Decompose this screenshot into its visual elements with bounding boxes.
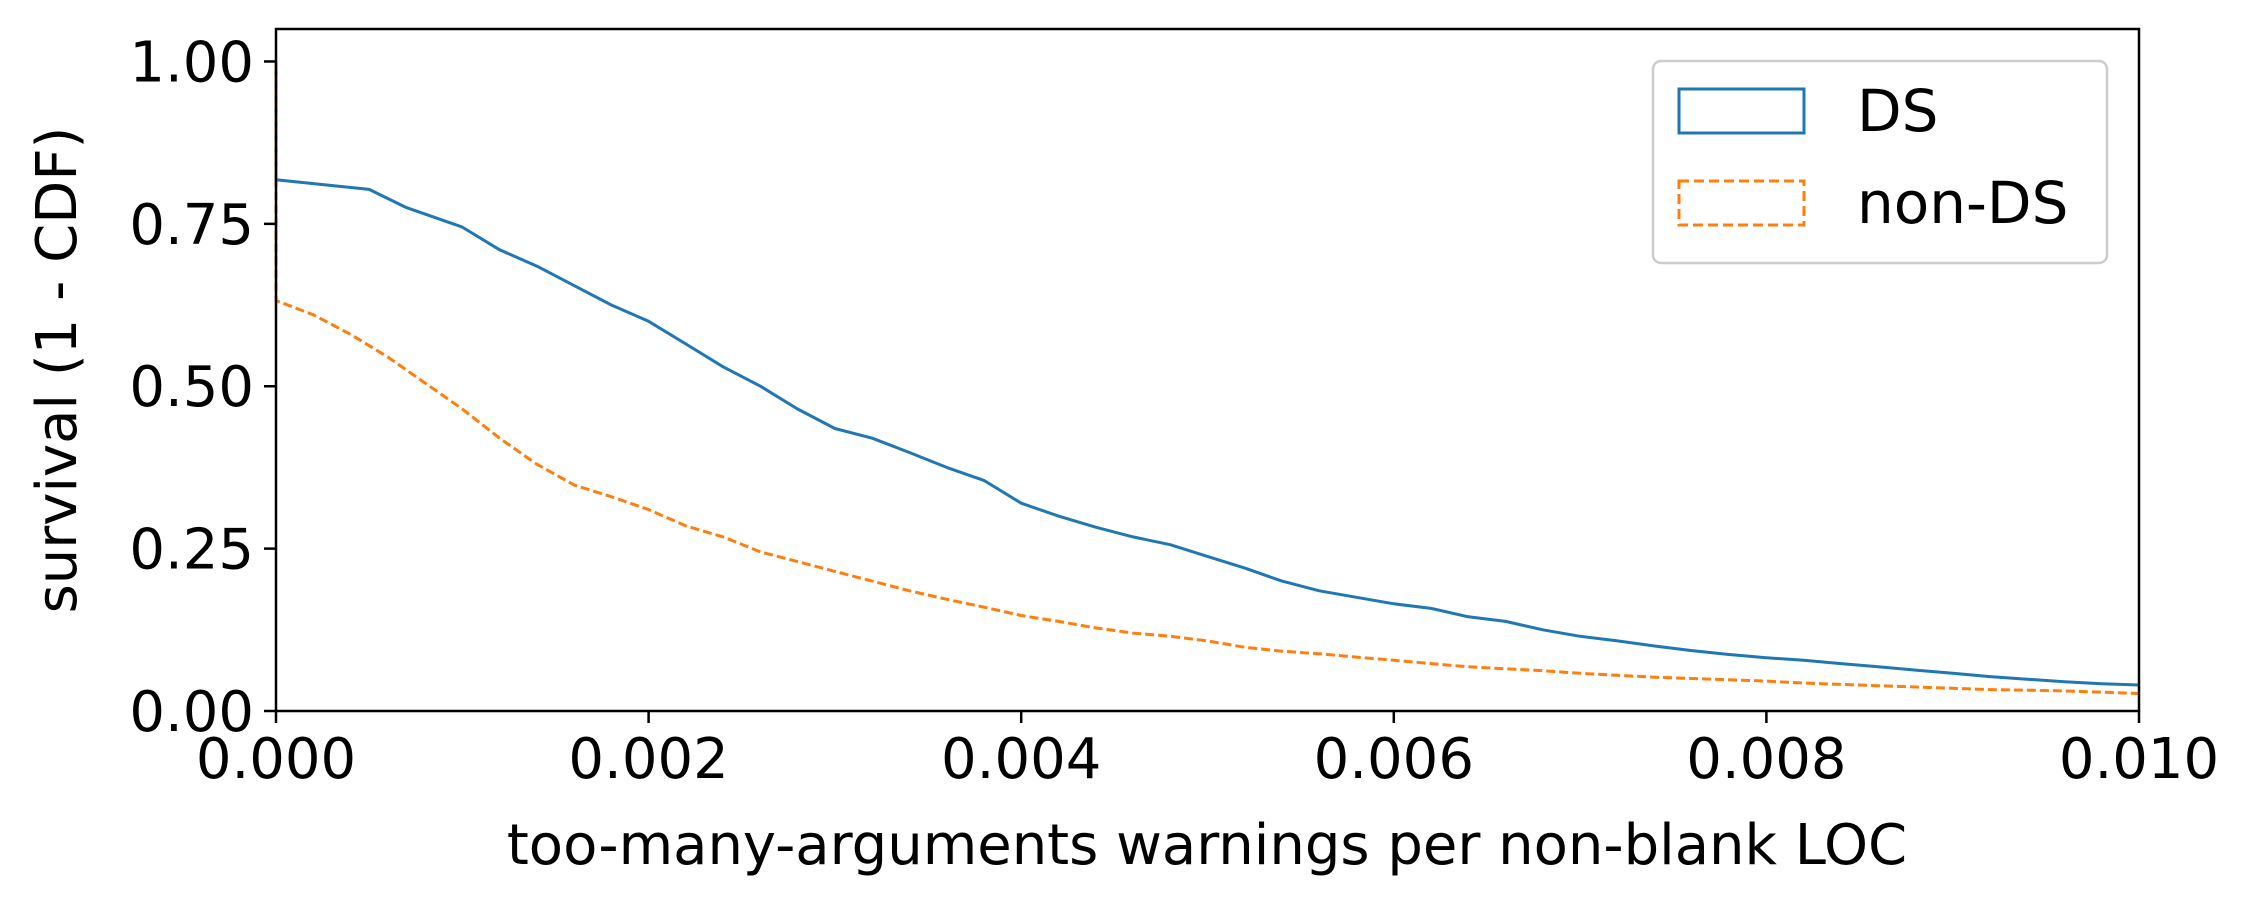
x-axis-label: too-many-arguments warnings per non-blan… bbox=[507, 813, 1907, 878]
x-tick-label: 0.006 bbox=[1314, 727, 1474, 792]
y-tick-label: 1.00 bbox=[129, 30, 254, 95]
series-line-non-ds bbox=[274, 61, 2140, 695]
legend-swatch-ds bbox=[1677, 87, 1806, 135]
x-tick-label: 0.004 bbox=[941, 727, 1101, 792]
series-line-ds bbox=[274, 61, 2140, 687]
y-tick-label: 0.50 bbox=[129, 355, 254, 420]
x-tick-label: 0.000 bbox=[196, 727, 356, 792]
y-tick-label: 0.25 bbox=[129, 518, 254, 583]
legend-label-ds: DS bbox=[1857, 77, 1938, 145]
x-axis: 0.000 0.002 0.004 0.006 0.008 0.010 bbox=[196, 711, 2219, 792]
x-tick-label: 0.002 bbox=[568, 727, 728, 792]
plot-frame bbox=[274, 27, 2141, 713]
y-tick-label: 0.00 bbox=[129, 680, 254, 745]
x-tick-label: 0.008 bbox=[1686, 727, 1846, 792]
x-tick-label: 0.010 bbox=[2059, 727, 2219, 792]
legend-box bbox=[1651, 59, 2109, 265]
y-tick-label: 0.75 bbox=[129, 193, 254, 258]
plot-lines bbox=[274, 61, 2140, 695]
y-axis-label: survival (1 - CDF) bbox=[25, 127, 90, 614]
legend: DS non-DS bbox=[1651, 59, 2109, 265]
y-axis: 0.00 0.25 0.50 0.75 1.00 bbox=[129, 30, 276, 745]
legend-label-non-ds: non-DS bbox=[1857, 169, 2068, 237]
legend-swatch-non-ds bbox=[1677, 179, 1806, 227]
